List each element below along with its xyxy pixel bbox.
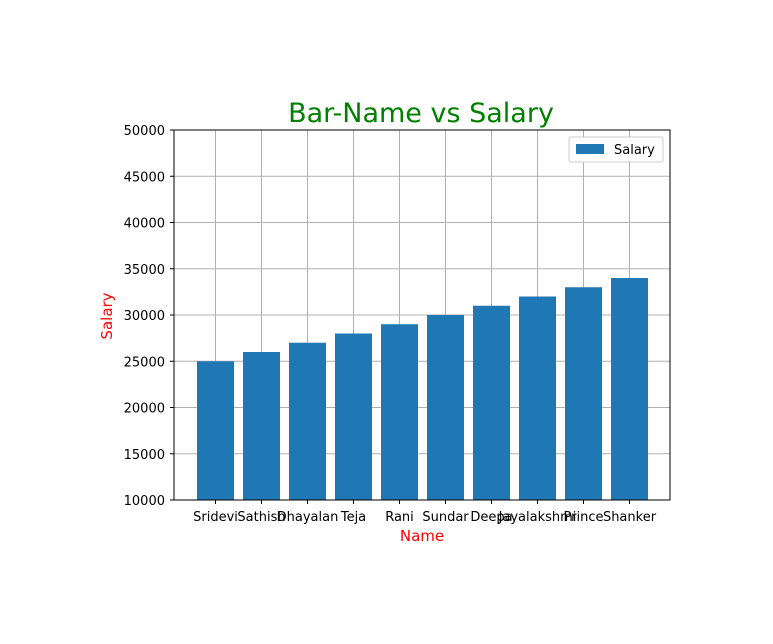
bar-shanker [611, 278, 648, 500]
bar-jayalakshmi [519, 296, 556, 500]
y-tick-label: 45000 [124, 170, 165, 185]
x-tick-label: Jayalakshmi [498, 510, 577, 525]
y-axis-label: Salary [98, 292, 116, 339]
x-tick-label: Teja [340, 510, 366, 525]
x-tick-label: Prince [564, 510, 604, 525]
x-axis-label: Name [400, 527, 444, 545]
bar-sundar [427, 315, 464, 500]
legend-swatch [576, 144, 604, 154]
legend: Salary [568, 136, 664, 163]
bar-teja [335, 333, 372, 500]
bar-deepa [473, 305, 510, 500]
x-tick-label: Shanker [603, 510, 657, 525]
bar-sathish [243, 352, 280, 500]
y-tick-label: 35000 [124, 263, 165, 278]
x-tick-label: Sathish [237, 510, 285, 525]
bars [197, 278, 648, 500]
x-tick-label: Sridevi [193, 510, 238, 525]
bar-prince [565, 287, 602, 500]
bar-dhayalan [289, 342, 326, 500]
legend-box [568, 136, 664, 163]
x-tick-label: Rani [385, 510, 414, 525]
y-tick-label: 15000 [124, 448, 165, 463]
chart-title: Bar-Name vs Salary [288, 98, 554, 129]
x-tick-label: Deepa [470, 510, 512, 525]
y-tick-label: 10000 [124, 494, 165, 509]
y-tick-label: 40000 [124, 217, 165, 232]
y-tick-label: 50000 [124, 124, 165, 139]
y-tick-label: 25000 [124, 355, 165, 370]
bar-rani [381, 324, 418, 500]
y-tick-label: 30000 [124, 309, 165, 324]
bar-sridevi [197, 361, 234, 500]
legend-label: Salary [614, 143, 655, 158]
x-tick-label: Sundar [422, 510, 469, 525]
x-tick-label: Dhayalan [277, 510, 339, 525]
y-tick-label: 20000 [124, 402, 165, 417]
y-axis-ticks: 10000 15000 20000 25000 30000 35000 40000 45000… [124, 124, 174, 509]
